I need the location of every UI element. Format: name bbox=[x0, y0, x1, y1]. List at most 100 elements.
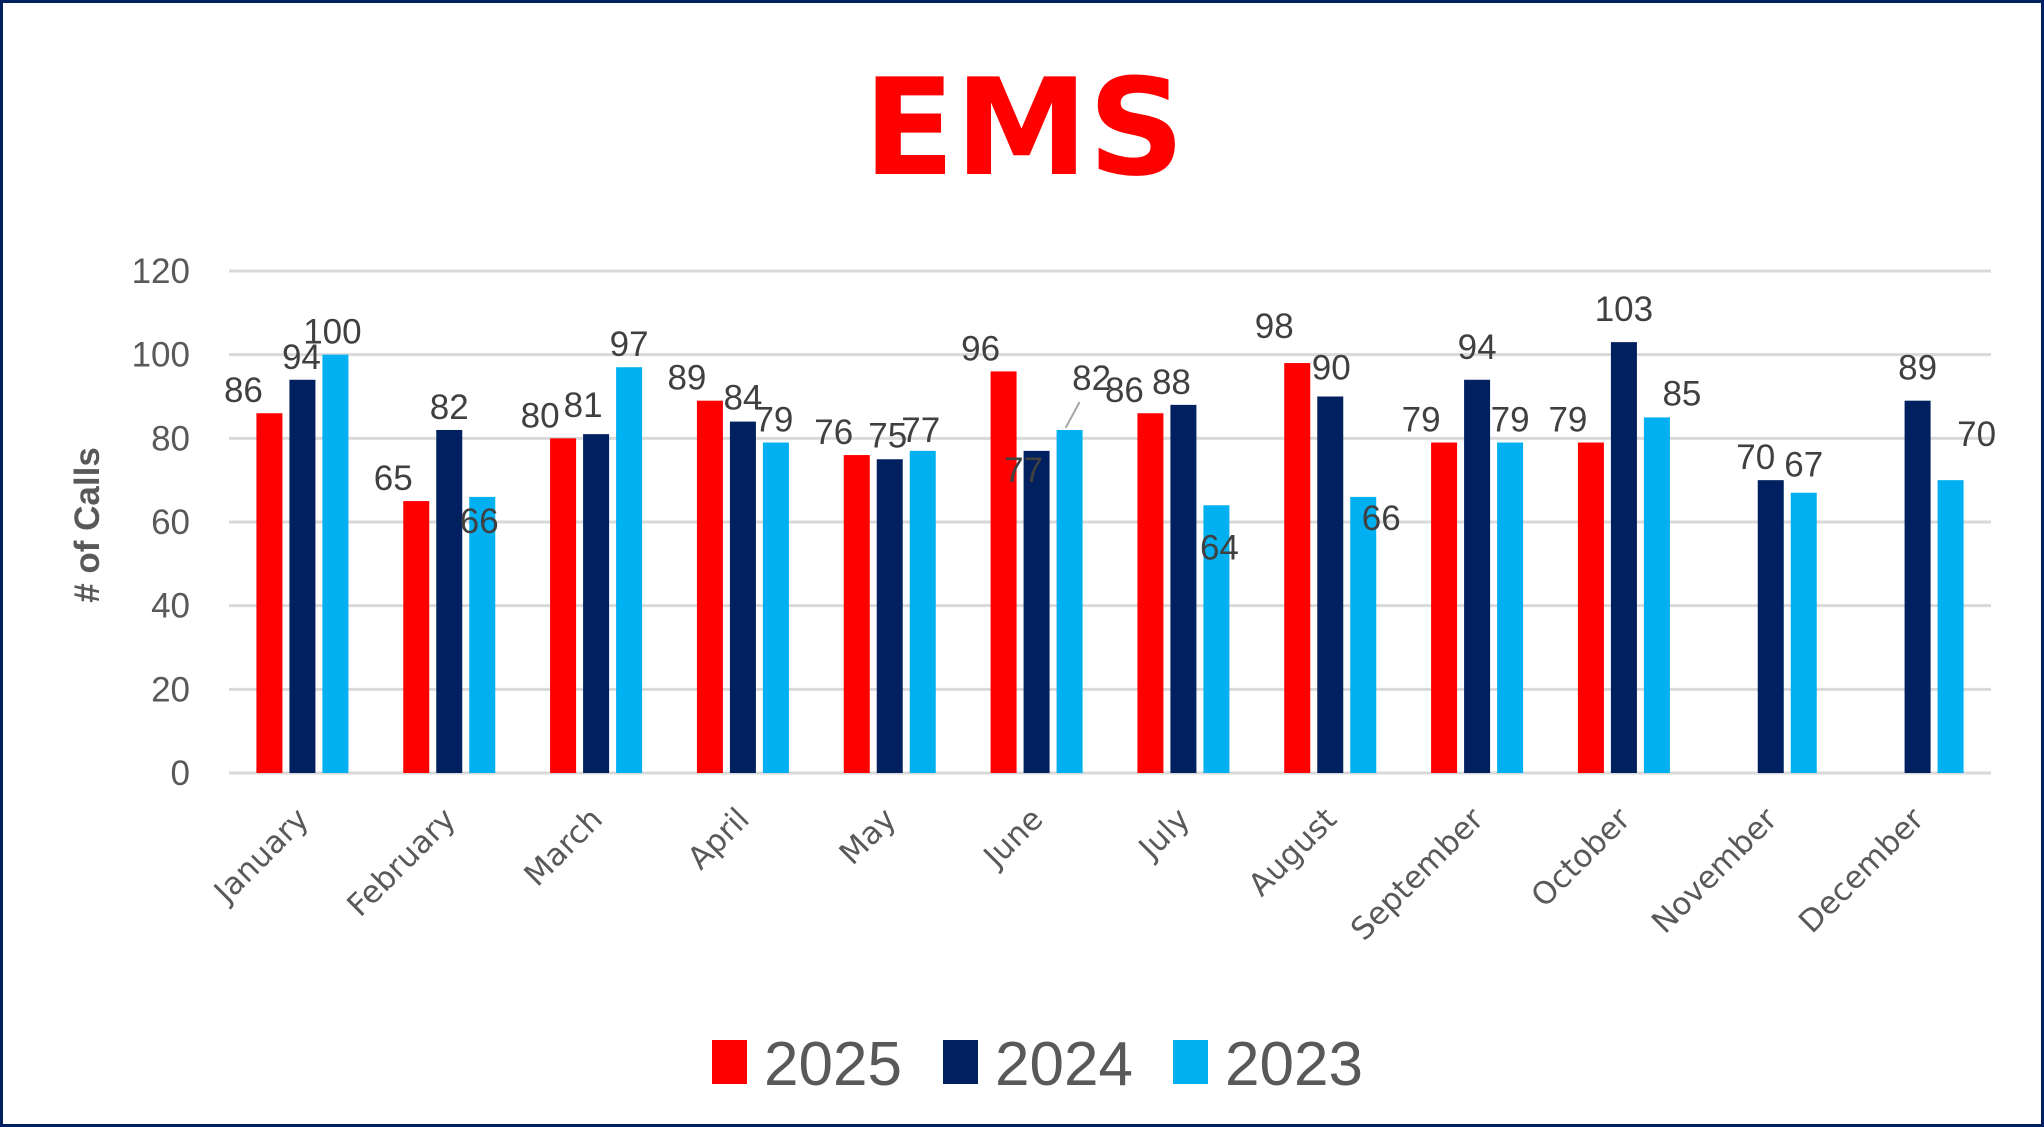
data-label: 90 bbox=[1312, 349, 1351, 388]
x-category-label: July bbox=[1131, 801, 1197, 867]
data-label: 77 bbox=[1004, 451, 1043, 490]
data-label: 76 bbox=[814, 413, 853, 452]
data-label: 70 bbox=[1736, 438, 1775, 477]
bar-2025-july bbox=[1137, 413, 1164, 773]
y-tick-label: 100 bbox=[132, 336, 190, 375]
bar-2024-may bbox=[876, 459, 903, 773]
legend: 2025 2024 2023 bbox=[712, 1030, 1363, 1099]
legend-swatch bbox=[943, 1040, 978, 1084]
data-label: 94 bbox=[1458, 328, 1497, 367]
data-label: 64 bbox=[1200, 528, 1239, 567]
bar-2023-march bbox=[616, 367, 643, 773]
x-category-label: September bbox=[1344, 801, 1491, 948]
bar-2024-january bbox=[289, 379, 316, 773]
data-label: 85 bbox=[1662, 374, 1701, 413]
data-label: 66 bbox=[1362, 499, 1401, 538]
bar-2025-january bbox=[256, 413, 283, 773]
bar-2024-november bbox=[1757, 480, 1784, 773]
bar-2025-june bbox=[990, 371, 1017, 773]
bar-2024-february bbox=[436, 429, 463, 773]
bar-2023-may bbox=[909, 450, 936, 773]
data-label: 97 bbox=[610, 325, 649, 364]
legend-label: 2024 bbox=[995, 1030, 1133, 1099]
legend-swatch bbox=[1173, 1040, 1208, 1084]
bar-2024-april bbox=[729, 421, 756, 773]
data-label: 84 bbox=[723, 379, 762, 418]
x-category-label: June bbox=[976, 801, 1051, 876]
data-label: 75 bbox=[868, 416, 907, 455]
x-category-label: May bbox=[833, 801, 904, 872]
y-tick-label: 80 bbox=[151, 419, 190, 458]
x-category-label: November bbox=[1645, 801, 1785, 941]
data-label: 103 bbox=[1595, 290, 1653, 329]
bar-2025-october bbox=[1577, 442, 1604, 773]
legend-label: 2023 bbox=[1225, 1030, 1363, 1099]
data-label: 80 bbox=[521, 396, 560, 435]
x-category-label: August bbox=[1242, 801, 1344, 903]
x-category-label: October bbox=[1524, 801, 1637, 914]
legend-label: 2025 bbox=[764, 1030, 902, 1099]
bar-2024-july bbox=[1170, 404, 1197, 773]
bar-2024-august bbox=[1317, 396, 1344, 773]
x-category-label: February bbox=[340, 801, 463, 924]
legend-item-2023: 2023 bbox=[1173, 1030, 1363, 1099]
bar-2023-august bbox=[1350, 496, 1377, 773]
y-tick-label: 120 bbox=[132, 252, 190, 291]
data-label: 81 bbox=[564, 386, 603, 425]
bar-2023-october bbox=[1643, 417, 1670, 773]
gridlines bbox=[229, 269, 1991, 775]
data-label: 66 bbox=[460, 502, 499, 541]
data-label: 65 bbox=[374, 459, 413, 498]
data-label: 89 bbox=[1898, 349, 1937, 388]
bar-2023-july bbox=[1203, 505, 1230, 773]
bar-2023-december bbox=[1937, 480, 1964, 773]
x-axis-categories: January February March April May June July Augu… bbox=[206, 801, 1931, 948]
data-label: 86 bbox=[1105, 371, 1144, 410]
y-tick-label: 40 bbox=[151, 587, 190, 626]
y-tick-label: 0 bbox=[171, 754, 190, 793]
data-label: 96 bbox=[961, 329, 1000, 368]
bar-2025-august bbox=[1284, 363, 1311, 773]
bar-2023-june bbox=[1056, 429, 1083, 773]
bar-2025-february bbox=[403, 501, 430, 773]
bar-2024-october bbox=[1610, 342, 1637, 773]
chart-title: EMS bbox=[863, 50, 1184, 206]
y-axis-ticks: 0 20 40 60 80 100 120 bbox=[132, 252, 190, 793]
bar-2024-march bbox=[583, 434, 610, 773]
data-label: 94 bbox=[282, 338, 321, 377]
bar-2024-september bbox=[1464, 379, 1491, 773]
bar-2023-november bbox=[1790, 492, 1817, 773]
data-label: 100 bbox=[303, 313, 361, 352]
leader-line bbox=[1064, 401, 1081, 429]
data-label: 79 bbox=[1548, 401, 1587, 440]
data-label: 88 bbox=[1152, 363, 1191, 402]
y-tick-label: 60 bbox=[151, 503, 190, 542]
data-label: 79 bbox=[1491, 401, 1530, 440]
legend-item-2025: 2025 bbox=[712, 1030, 902, 1099]
bar-2023-february bbox=[469, 496, 496, 773]
bar-2025-april bbox=[696, 400, 723, 773]
legend-item-2024: 2024 bbox=[943, 1030, 1133, 1099]
data-label: 82 bbox=[1072, 359, 1111, 398]
data-label: 82 bbox=[430, 388, 469, 427]
x-category-label: April bbox=[681, 801, 757, 877]
y-tick-label: 20 bbox=[151, 670, 190, 709]
data-label: 70 bbox=[1957, 415, 1996, 454]
bar-2023-january bbox=[322, 354, 349, 773]
bar-2024-june bbox=[1023, 450, 1050, 773]
bar-2024-december bbox=[1904, 400, 1931, 773]
bars bbox=[256, 342, 1964, 773]
x-category-label: March bbox=[517, 801, 609, 893]
data-label: 77 bbox=[901, 411, 940, 450]
bar-2023-april bbox=[762, 442, 789, 773]
data-label: 79 bbox=[754, 401, 793, 440]
bar-2025-march bbox=[550, 438, 577, 773]
bar-2023-september bbox=[1497, 442, 1524, 773]
data-label: 79 bbox=[1402, 401, 1441, 440]
y-axis-title: # of Calls bbox=[68, 447, 107, 603]
data-label: 86 bbox=[224, 371, 263, 410]
data-label: 98 bbox=[1255, 307, 1294, 346]
leader-lines bbox=[1064, 401, 1081, 429]
data-label: 89 bbox=[667, 359, 706, 398]
